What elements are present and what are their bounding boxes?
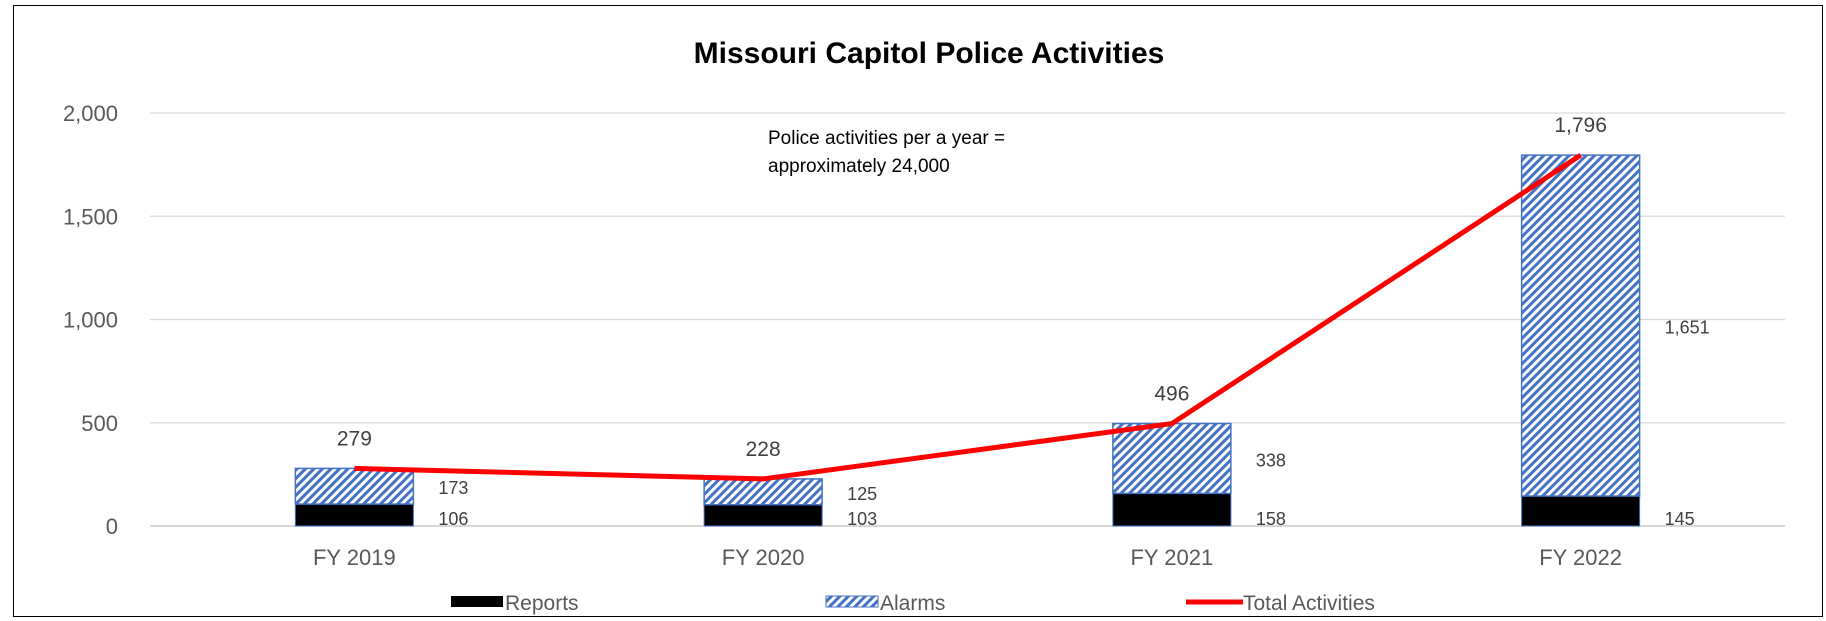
alarms-bar	[1520, 154, 1641, 497]
reports-data-label: 158	[1256, 509, 1286, 529]
reports-data-label: 103	[847, 509, 877, 529]
legend-label-alarms: Alarms	[880, 592, 945, 615]
legend-swatch-alarms	[825, 595, 879, 608]
reports-data-label: 106	[438, 509, 468, 529]
bars	[294, 154, 1641, 527]
total-activities-line	[354, 153, 1582, 482]
total-data-label: 1,796	[1554, 114, 1607, 137]
alarms-bar	[703, 478, 823, 506]
alarms-bar	[1112, 422, 1232, 495]
reports-bar	[1112, 492, 1232, 527]
gridlines	[150, 112, 1785, 527]
x-tick-label: FY 2019	[313, 545, 396, 570]
reports-bar	[294, 503, 414, 527]
x-tick-labels: FY 2019 FY 2020 FY 2021 FY 2022	[313, 545, 1622, 570]
x-tick-label: FY 2022	[1539, 545, 1622, 570]
reports-bar	[1521, 495, 1641, 527]
alarms-bar	[294, 467, 415, 505]
reports-bar	[703, 504, 823, 527]
total-data-label: 279	[337, 427, 372, 450]
y-tick-labels: 0 500 1,000 1,500 2,000	[63, 101, 118, 539]
annotation-line-2: approximately 24,000	[768, 156, 950, 177]
y-tick-label: 2,000	[63, 101, 118, 126]
x-tick-label: FY 2020	[722, 545, 805, 570]
chart-title: Missouri Capitol Police Activities	[694, 37, 1165, 70]
legend-swatch-reports	[451, 596, 503, 607]
y-tick-label: 1,000	[63, 308, 118, 333]
legend: Reports Alarms Total Activities	[451, 592, 1375, 615]
total-line	[354, 153, 1582, 482]
y-tick-label: 500	[81, 411, 118, 436]
annotation-line-1: Police activities per a year =	[768, 128, 1005, 149]
y-tick-label: 1,500	[63, 204, 118, 229]
y-tick-label: 0	[106, 514, 118, 539]
data-labels: 106 173 103 125 158 338 145 1,651 279 228 496 1,796	[337, 114, 1710, 529]
alarms-data-label: 338	[1256, 450, 1286, 470]
total-data-label: 496	[1154, 383, 1189, 406]
alarms-data-label: 1,651	[1665, 318, 1710, 338]
legend-label-reports: Reports	[505, 592, 579, 615]
alarms-data-label: 173	[438, 478, 468, 498]
alarms-data-label: 125	[847, 484, 877, 504]
annotation: Police activities per a year = approxima…	[768, 128, 1005, 177]
legend-label-total: Total Activities	[1243, 592, 1375, 615]
reports-data-label: 145	[1665, 509, 1695, 529]
x-tick-label: FY 2021	[1130, 545, 1213, 570]
total-data-label: 228	[746, 438, 781, 461]
